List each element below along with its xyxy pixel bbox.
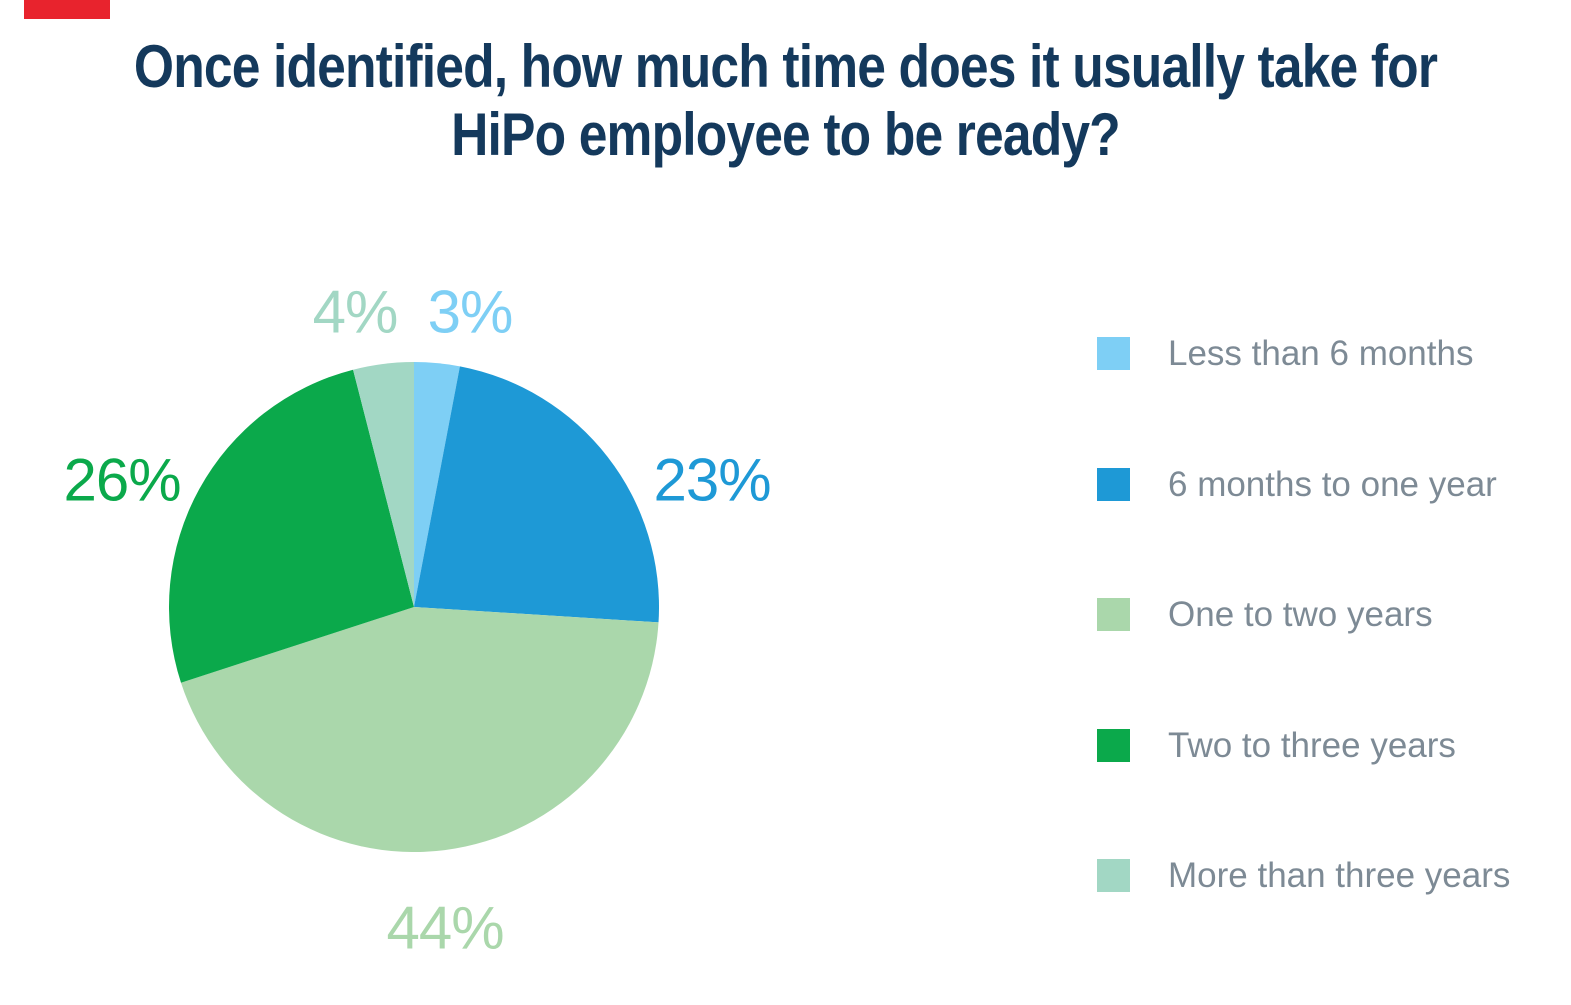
chart-title-line-1: Once identified, how much time does it u… [133,33,1438,100]
pie-slice-6-months-to-one-year [414,366,659,623]
legend-label-one-to-two-years: One to two years [1168,595,1433,634]
pie-label-6-months-to-one-year: 23% [653,446,771,514]
pie-slice-less-than-6-months [414,362,460,607]
legend-swatch-more-than-three-years [1097,859,1130,892]
legend-label-two-to-three-years: Two to three years [1168,725,1456,765]
legend-swatch-two-to-three-years [1097,728,1130,762]
pie-label-one-to-two-years: 44% [386,894,504,962]
chart-title: Once identified, how much time does it u… [110,33,1461,169]
red-accent-bar [24,0,110,19]
legend-swatch-one-to-two-years [1097,598,1130,631]
legend-item-less-than-6-months: Less than 6 months [1097,334,1510,373]
chart-legend: Less than 6 months 6 months to one year On… [1097,334,1511,990]
pie-label-two-to-three-years: 26% [63,446,181,514]
legend-swatch-less-than-6-months [1097,337,1130,370]
legend-label-more-than-three-years: More than three years [1168,856,1511,895]
pie-slice-one-to-two-years [180,607,659,852]
pie-label-less-than-6-months: 3% [427,278,514,346]
legend-item-one-to-two-years: One to two years [1097,595,1510,634]
legend-item-more-than-three-years: More than three years [1097,856,1511,895]
pie-slice-two-to-three-years [169,369,414,683]
legend-label-6-months-to-one-year: 6 months to one year [1168,464,1497,504]
pie-chart [169,362,659,852]
legend-label-less-than-6-months: Less than 6 months [1168,334,1474,373]
legend-swatch-6-months-to-one-year [1097,467,1130,501]
chart-title-line-2: HiPo employee to be ready? [451,101,1121,168]
pie-slice-more-than-three-years [353,362,414,607]
pie-label-more-than-three-years: 4% [312,278,399,346]
legend-item-two-to-three-years: Two to three years [1097,725,1510,765]
legend-item-6-months-to-one-year: 6 months to one year [1097,464,1510,504]
